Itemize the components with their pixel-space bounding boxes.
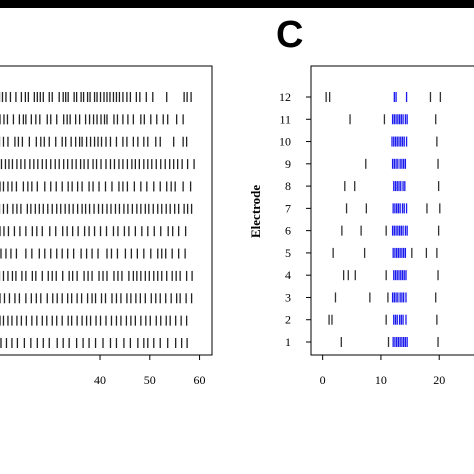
y-tick-label: 4 bbox=[285, 268, 291, 282]
x-tick-label: 50 bbox=[144, 373, 156, 387]
plot-frame bbox=[0, 65, 213, 356]
y-tick-label: 5 bbox=[285, 246, 291, 260]
y-tick-label: 6 bbox=[285, 224, 291, 238]
y-tick-label: 3 bbox=[285, 290, 291, 304]
top-border-bar bbox=[0, 0, 474, 8]
y-tick-label: 1 bbox=[285, 335, 291, 349]
y-tick-label: 8 bbox=[285, 179, 291, 193]
x-tick-label: 0 bbox=[320, 373, 326, 387]
y-tick-label: 7 bbox=[285, 201, 291, 215]
panel-letter: C bbox=[276, 14, 304, 56]
x-tick-label: 40 bbox=[94, 373, 106, 387]
plot-frame bbox=[310, 65, 474, 356]
y-tick-label: 11 bbox=[279, 112, 291, 126]
x-tick-label: 10 bbox=[375, 373, 387, 387]
y-tick-label: 9 bbox=[285, 157, 291, 171]
left-raster-chart: 40 50 60 bbox=[0, 65, 213, 387]
x-tick-label: 60 bbox=[194, 373, 206, 387]
y-tick-label: 2 bbox=[285, 313, 291, 327]
y-tick-label: 12 bbox=[279, 90, 291, 104]
x-tick-label: 20 bbox=[433, 373, 445, 387]
y-tick-label: 10 bbox=[279, 135, 291, 149]
